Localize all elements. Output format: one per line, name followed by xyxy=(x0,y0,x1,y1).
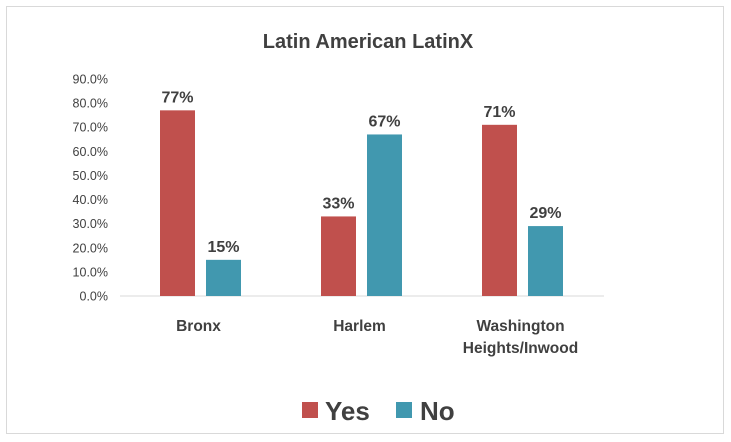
bar-yes-2 xyxy=(482,124,517,296)
y-tick-label: 60.0% xyxy=(73,145,108,159)
y-tick-label: 90.0% xyxy=(73,73,108,87)
y-tick-label: 80.0% xyxy=(73,97,108,111)
y-axis: 0.0% 10.0% 20.0% 30.0% 40.0% 50.0% 60.0% 70.0% 8… xyxy=(73,73,604,304)
legend-label-no: No xyxy=(420,396,455,426)
y-tick-label: 50.0% xyxy=(73,169,108,183)
data-label: 29% xyxy=(529,205,561,222)
x-category-label: Harlem xyxy=(333,318,386,335)
bar-yes-0 xyxy=(160,110,195,296)
y-tick-label: 0.0% xyxy=(80,290,109,304)
y-tick-label: 40.0% xyxy=(73,193,108,207)
data-label: 67% xyxy=(368,113,400,130)
legend-label-yes: Yes xyxy=(325,396,370,426)
bar-yes-1 xyxy=(321,216,356,296)
data-label: 71% xyxy=(483,104,515,121)
x-axis-categories: Bronx Harlem Washington Heights/Inwood xyxy=(176,318,578,357)
data-label: 15% xyxy=(207,239,239,256)
legend: Yes No xyxy=(302,396,455,426)
data-label: 77% xyxy=(161,89,193,106)
bar-no-0 xyxy=(206,259,241,296)
chart-title: Latin American LatinX xyxy=(263,31,474,53)
x-category-label: Heights/Inwood xyxy=(463,340,578,357)
y-tick-label: 70.0% xyxy=(73,121,108,135)
bar-no-2 xyxy=(528,226,563,296)
chart-frame xyxy=(6,6,724,434)
y-tick-label: 20.0% xyxy=(73,241,108,255)
y-tick-label: 30.0% xyxy=(73,217,108,231)
x-category-label: Washington xyxy=(476,318,564,335)
legend-swatch-yes xyxy=(302,402,318,418)
bar-no-1 xyxy=(367,134,402,296)
bars xyxy=(160,110,563,296)
legend-swatch-no xyxy=(396,402,412,418)
y-tick-label: 10.0% xyxy=(73,265,108,279)
data-labels: 77% 15% 33% 67% 71% 29% xyxy=(161,89,561,255)
x-category-label: Bronx xyxy=(176,318,221,335)
data-label: 33% xyxy=(322,195,354,212)
